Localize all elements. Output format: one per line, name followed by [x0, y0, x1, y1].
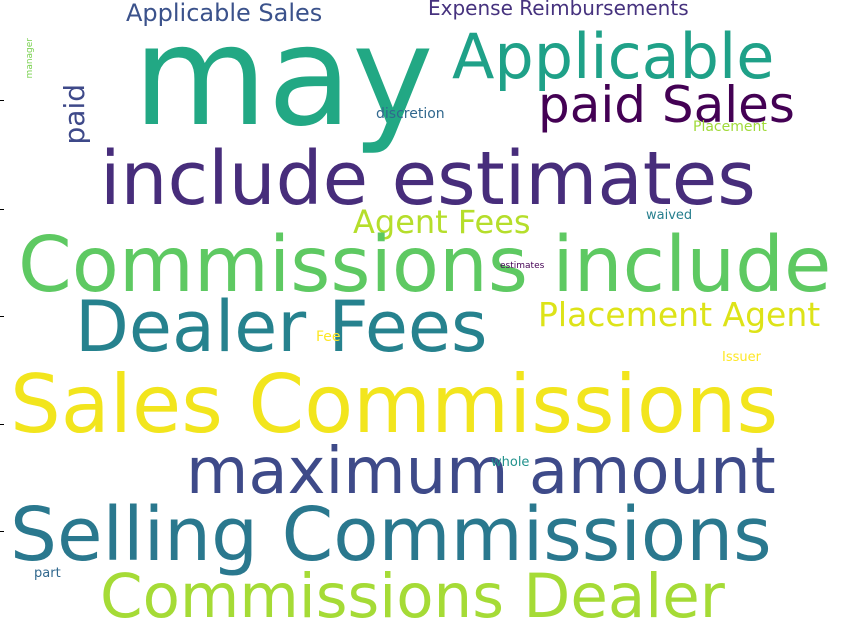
axis-tick: [0, 531, 4, 532]
word-applicable-sales: Applicable Sales: [126, 0, 323, 27]
axis-tick: [0, 100, 4, 101]
word-selling-commissions: Selling Commissions: [10, 492, 772, 578]
word-may: may: [133, 0, 434, 157]
word-sales-commissions: Sales Commissions: [10, 358, 779, 451]
word-maximum-amount: maximum amount: [186, 435, 776, 509]
word-placement-agent: Placement Agent: [538, 295, 821, 334]
axis-tick: [0, 209, 4, 210]
word-dealer-fees: Dealer Fees: [75, 286, 488, 368]
word-waived: waived: [646, 208, 693, 223]
word-estimates: estimates: [500, 261, 545, 271]
word-discretion: discretion: [376, 106, 445, 122]
word-agent-fees: Agent Fees: [353, 203, 531, 241]
word-commissions-dealer: Commissions Dealer: [100, 561, 725, 627]
word-manager: manager: [25, 38, 35, 79]
word-part: part: [34, 566, 61, 581]
word-include-estimates: include estimates: [100, 136, 756, 222]
word-commissions-include: Commissions include: [18, 221, 832, 310]
word-whole: whole: [491, 455, 530, 470]
word-applicable: Applicable: [452, 20, 775, 93]
word-paid-sales: paid Sales: [538, 76, 795, 134]
axis-tick: [0, 316, 4, 317]
word-expense-reimbursements: Expense Reimbursements: [428, 0, 689, 20]
word-issuer: Issuer: [722, 350, 761, 365]
word-fee: Fee: [316, 329, 341, 345]
word-placement: Placement: [693, 119, 767, 135]
axis-tick: [0, 424, 4, 425]
word-paid: paid: [58, 84, 91, 145]
